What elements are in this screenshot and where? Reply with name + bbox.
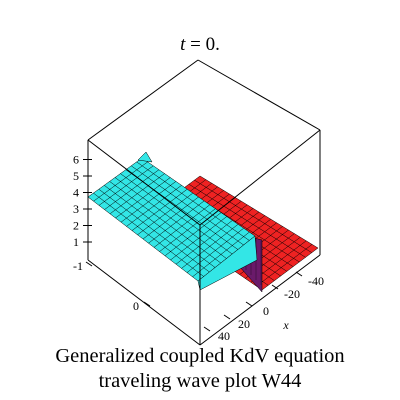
mesh-line (188, 184, 306, 258)
box-edge (87, 59, 199, 141)
mesh-line (192, 231, 250, 277)
z-tick-label: 2 (73, 219, 79, 233)
mesh-line (153, 204, 210, 248)
upper-surface-peak (137, 151, 153, 163)
mesh-line (109, 173, 165, 215)
x-tick-label: -20 (284, 287, 300, 301)
mesh-line (181, 224, 239, 269)
x-tick (295, 271, 303, 277)
mesh-line (199, 175, 319, 249)
mesh-line (256, 244, 313, 287)
mesh-line (194, 179, 312, 253)
x-tick (271, 284, 279, 290)
x-tick (223, 314, 231, 320)
mesh-line (98, 165, 154, 206)
x-axis: -40 -20 0 20 40 x (203, 271, 324, 343)
mesh-line (170, 216, 227, 261)
mesh-line (175, 220, 233, 265)
z-tick-label: 6 (73, 153, 79, 167)
y-axis: -1 0 (73, 259, 151, 313)
x-tick (245, 301, 253, 307)
title-value: = 0. (185, 34, 220, 55)
mesh-line (137, 192, 194, 235)
z-axis: 1 2 3 4 5 6 (73, 153, 92, 249)
z-tick-label: 1 (73, 235, 79, 249)
x-axis-label: x (282, 318, 289, 332)
caption-line-2: traveling wave plot W44 (98, 370, 302, 392)
box-edge (87, 139, 201, 226)
z-tick-label: 4 (73, 186, 79, 200)
mesh-line (131, 188, 188, 231)
x-tick (203, 326, 211, 332)
x-tick-label: 20 (238, 317, 250, 331)
z-tick-label: 3 (73, 202, 79, 216)
x-tick-label: -40 (308, 274, 324, 288)
y-tick (143, 301, 151, 307)
upper-surface-edge (197, 235, 258, 291)
mesh-line (164, 212, 222, 256)
mesh-line (159, 208, 216, 252)
box-edge (199, 254, 321, 346)
y-tick-label: -1 (73, 259, 83, 273)
title-variable: t (180, 34, 186, 55)
mesh-line (120, 181, 177, 223)
mesh-line (87, 157, 143, 198)
plot-title: t = 0. (0, 34, 400, 56)
upper-surface-patch (88, 158, 255, 281)
y-tick (85, 261, 93, 267)
box-edge (199, 129, 321, 226)
upper-surface (87, 151, 258, 291)
mesh-line (148, 200, 205, 244)
mesh-line (93, 161, 148, 202)
mesh-line (104, 169, 160, 210)
y-tick-label: 0 (133, 299, 139, 313)
mesh-line (115, 177, 171, 219)
x-tick-label: 0 (263, 304, 269, 318)
caption-line-1: Generalized coupled KdV equation (55, 345, 345, 367)
box-edge (197, 59, 321, 131)
mesh-line (186, 228, 244, 273)
mesh-line (261, 247, 319, 291)
mesh-line (142, 196, 199, 240)
x-tick-label: 40 (218, 329, 230, 343)
mesh-line (126, 185, 182, 227)
z-tick-label: 5 (73, 169, 79, 183)
